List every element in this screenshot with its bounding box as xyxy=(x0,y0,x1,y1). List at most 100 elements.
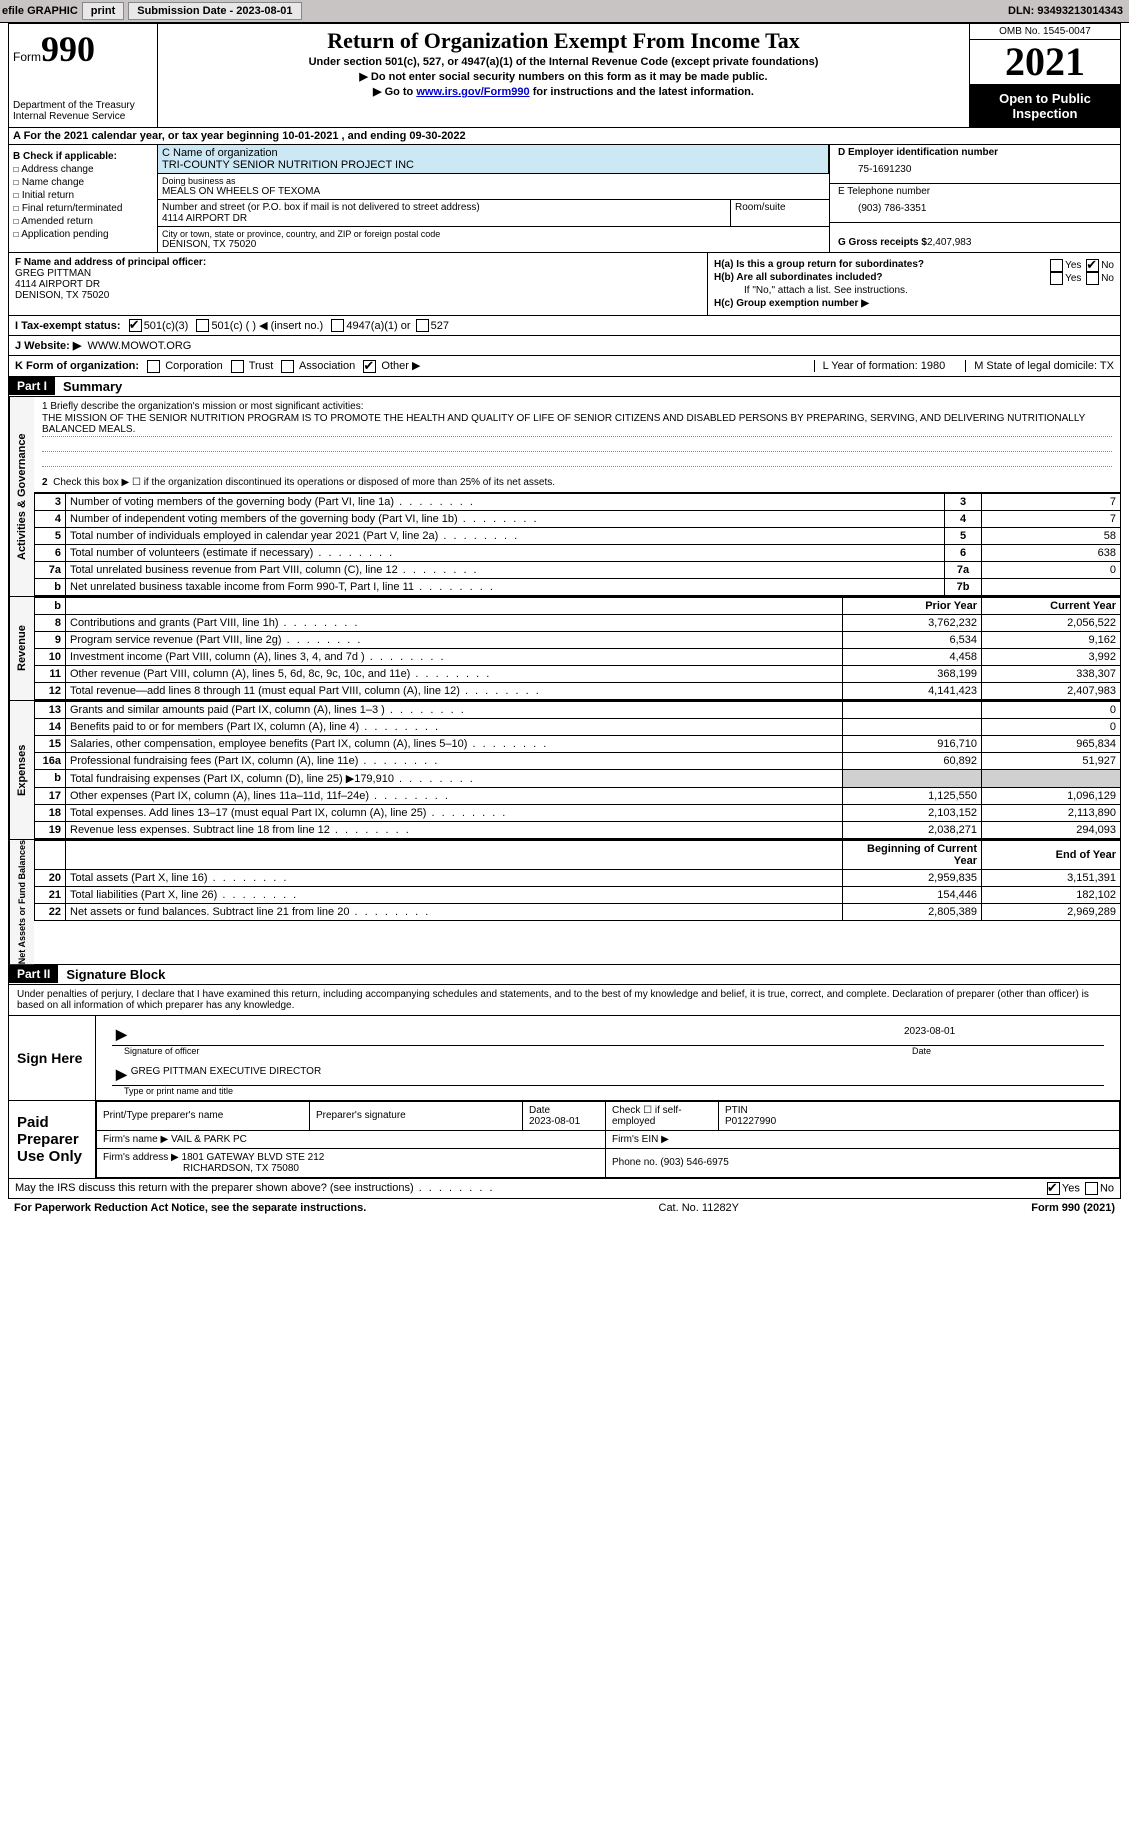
omb-number: OMB No. 1545-0047 xyxy=(970,24,1120,40)
form-header: Form990 Department of the Treasury Inter… xyxy=(8,23,1121,128)
dln-label: DLN: 93493213014343 xyxy=(1008,5,1127,17)
preparer-table: Print/Type preparer's name Preparer's si… xyxy=(96,1101,1120,1178)
arrow-icon: ▶ xyxy=(116,1066,127,1083)
row-k-form-org: K Form of organization: Corporation Trus… xyxy=(8,356,1121,377)
expenses-table: 13Grants and similar amounts paid (Part … xyxy=(34,701,1120,839)
org-name-box: C Name of organization TRI-COUNTY SENIOR… xyxy=(158,145,829,173)
activities-governance-section: Activities & Governance 1 Briefly descri… xyxy=(8,397,1121,597)
goto-note: ▶ Go to www.irs.gov/Form990 for instruct… xyxy=(166,85,961,98)
gross-receipts-cell: G Gross receipts $ 2,407,983 xyxy=(830,223,1120,250)
ag-table: 3Number of voting members of the governi… xyxy=(34,493,1120,596)
tax-year: 2021 xyxy=(970,40,1120,85)
net-assets-section: Net Assets or Fund Balances Beginning of… xyxy=(8,840,1121,965)
table-row: 19Revenue less expenses. Subtract line 1… xyxy=(35,821,1121,838)
line1-label: 1 Briefly describe the organization's mi… xyxy=(42,401,1112,412)
row-a-pre: A For the 2021 calendar year, or tax yea… xyxy=(13,130,282,142)
gross-label: G Gross receipts $ xyxy=(838,237,927,248)
paid-preparer-label: Paid Preparer Use Only xyxy=(9,1100,96,1178)
firm-name-label: Firm's name ▶ xyxy=(103,1134,168,1145)
part2-title: Signature Block xyxy=(58,965,173,984)
chk-corp[interactable] xyxy=(147,360,160,373)
col-current-year: Current Year xyxy=(982,597,1121,614)
irs-link[interactable]: www.irs.gov/Form990 xyxy=(416,86,529,98)
org-name-label: C Name of organization xyxy=(162,147,824,159)
chk-501c3[interactable] xyxy=(129,319,142,332)
efile-label: efile GRAPHIC xyxy=(2,5,78,17)
chk-4947[interactable] xyxy=(331,319,344,332)
revenue-table: bPrior YearCurrent Year 8Contributions a… xyxy=(34,597,1120,700)
chk-address-change[interactable]: ☐ Address change xyxy=(13,164,153,175)
suite-label: Room/suite xyxy=(735,202,825,213)
mission-blank1 xyxy=(42,437,1112,452)
submission-date-button[interactable]: Submission Date - 2023-08-01 xyxy=(128,2,301,20)
table-row: 6Total number of volunteers (estimate if… xyxy=(35,544,1121,561)
form-990-num: 990 xyxy=(41,29,95,69)
chk-501c[interactable] xyxy=(196,319,209,332)
chk-initial-return[interactable]: ☐ Initial return xyxy=(13,190,153,201)
firm-addr: 1801 GATEWAY BLVD STE 212 xyxy=(182,1152,325,1163)
print-button[interactable]: print xyxy=(82,2,124,20)
chk-other[interactable] xyxy=(363,360,376,373)
ha-no[interactable] xyxy=(1086,259,1099,272)
form-word: Form xyxy=(13,50,41,64)
chk-assoc[interactable] xyxy=(281,360,294,373)
table-row: 22Net assets or fund balances. Subtract … xyxy=(35,903,1121,920)
treasury-dept: Department of the Treasury Internal Reve… xyxy=(13,100,153,122)
table-row: 13Grants and similar amounts paid (Part … xyxy=(35,701,1121,718)
street-value: 4114 AIRPORT DR xyxy=(162,213,726,224)
table-row: 16aProfessional fundraising fees (Part I… xyxy=(35,752,1121,769)
hb-no[interactable] xyxy=(1086,272,1099,285)
hb-label: H(b) Are all subordinates included? xyxy=(714,272,883,283)
vtab-net-assets: Net Assets or Fund Balances xyxy=(9,840,34,964)
year-formation: L Year of formation: 1980 xyxy=(814,360,946,372)
chk-name-change[interactable]: ☐ Name change xyxy=(13,177,153,188)
chk-trust[interactable] xyxy=(231,360,244,373)
mission-box: 1 Briefly describe the organization's mi… xyxy=(34,397,1120,493)
part1-header: Part I Summary xyxy=(8,377,1121,397)
chk-amended[interactable]: ☐ Amended return xyxy=(13,216,153,227)
dba-label: Doing business as xyxy=(162,176,825,186)
part1-title: Summary xyxy=(55,377,130,396)
revenue-section: Revenue bPrior YearCurrent Year 8Contrib… xyxy=(8,597,1121,701)
tel-value: (903) 786-3351 xyxy=(838,197,1116,220)
ptin-value: P01227990 xyxy=(725,1116,776,1127)
row-j-website: J Website: ▶ WWW.MOWOT.ORG xyxy=(8,336,1121,356)
table-row: 9Program service revenue (Part VIII, lin… xyxy=(35,631,1121,648)
form-ref: Form 990 (2021) xyxy=(1031,1202,1115,1214)
ha-label: H(a) Is this a group return for subordin… xyxy=(714,259,924,270)
table-row: 5Total number of individuals employed in… xyxy=(35,527,1121,544)
firm-city: RICHARDSON, TX 75080 xyxy=(103,1163,299,1174)
dba-value: MEALS ON WHEELS OF TEXOMA xyxy=(162,186,825,197)
toolbar: efile GRAPHIC print Submission Date - 20… xyxy=(0,0,1129,23)
discuss-yes[interactable] xyxy=(1047,1182,1060,1195)
chk-527[interactable] xyxy=(416,319,429,332)
tel-label: E Telephone number xyxy=(838,186,1116,197)
table-row: 11Other revenue (Part VIII, column (A), … xyxy=(35,665,1121,682)
row-i-label: I Tax-exempt status: xyxy=(15,320,121,332)
ha-yes[interactable] xyxy=(1050,259,1063,272)
row-k-label: K Form of organization: xyxy=(15,360,139,372)
hb-yes[interactable] xyxy=(1050,272,1063,285)
type-name-label: Type or print name and title xyxy=(104,1086,1112,1100)
goto-post: for instructions and the latest informat… xyxy=(530,86,754,98)
officer-city: DENISON, TX 75020 xyxy=(15,290,701,301)
vtab-expenses: Expenses xyxy=(9,701,34,839)
table-row: 18Total expenses. Add lines 13–17 (must … xyxy=(35,804,1121,821)
table-row: 21Total liabilities (Part X, line 26)154… xyxy=(35,886,1121,903)
section-fh: F Name and address of principal officer:… xyxy=(8,253,1121,316)
city-label: City or town, state or province, country… xyxy=(162,229,825,239)
chk-final-return[interactable]: ☐ Final return/terminated xyxy=(13,203,153,214)
website-label: J Website: ▶ xyxy=(15,339,81,352)
vtab-activities: Activities & Governance xyxy=(9,397,34,596)
ptin-label: PTIN xyxy=(725,1105,748,1116)
sig-date: 2023-08-01 xyxy=(904,1026,1104,1043)
table-row: 17Other expenses (Part IX, column (A), l… xyxy=(35,787,1121,804)
org-name: TRI-COUNTY SENIOR NUTRITION PROJECT INC xyxy=(162,159,824,171)
section-h: H(a) Is this a group return for subordin… xyxy=(708,253,1120,315)
chk-app-pending[interactable]: ☐ Application pending xyxy=(13,229,153,240)
gross-value: 2,407,983 xyxy=(927,237,972,248)
city-value: DENISON, TX 75020 xyxy=(162,239,825,250)
goto-pre: ▶ Go to xyxy=(373,86,416,98)
form-title: Return of Organization Exempt From Incom… xyxy=(166,28,961,54)
discuss-no[interactable] xyxy=(1085,1182,1098,1195)
